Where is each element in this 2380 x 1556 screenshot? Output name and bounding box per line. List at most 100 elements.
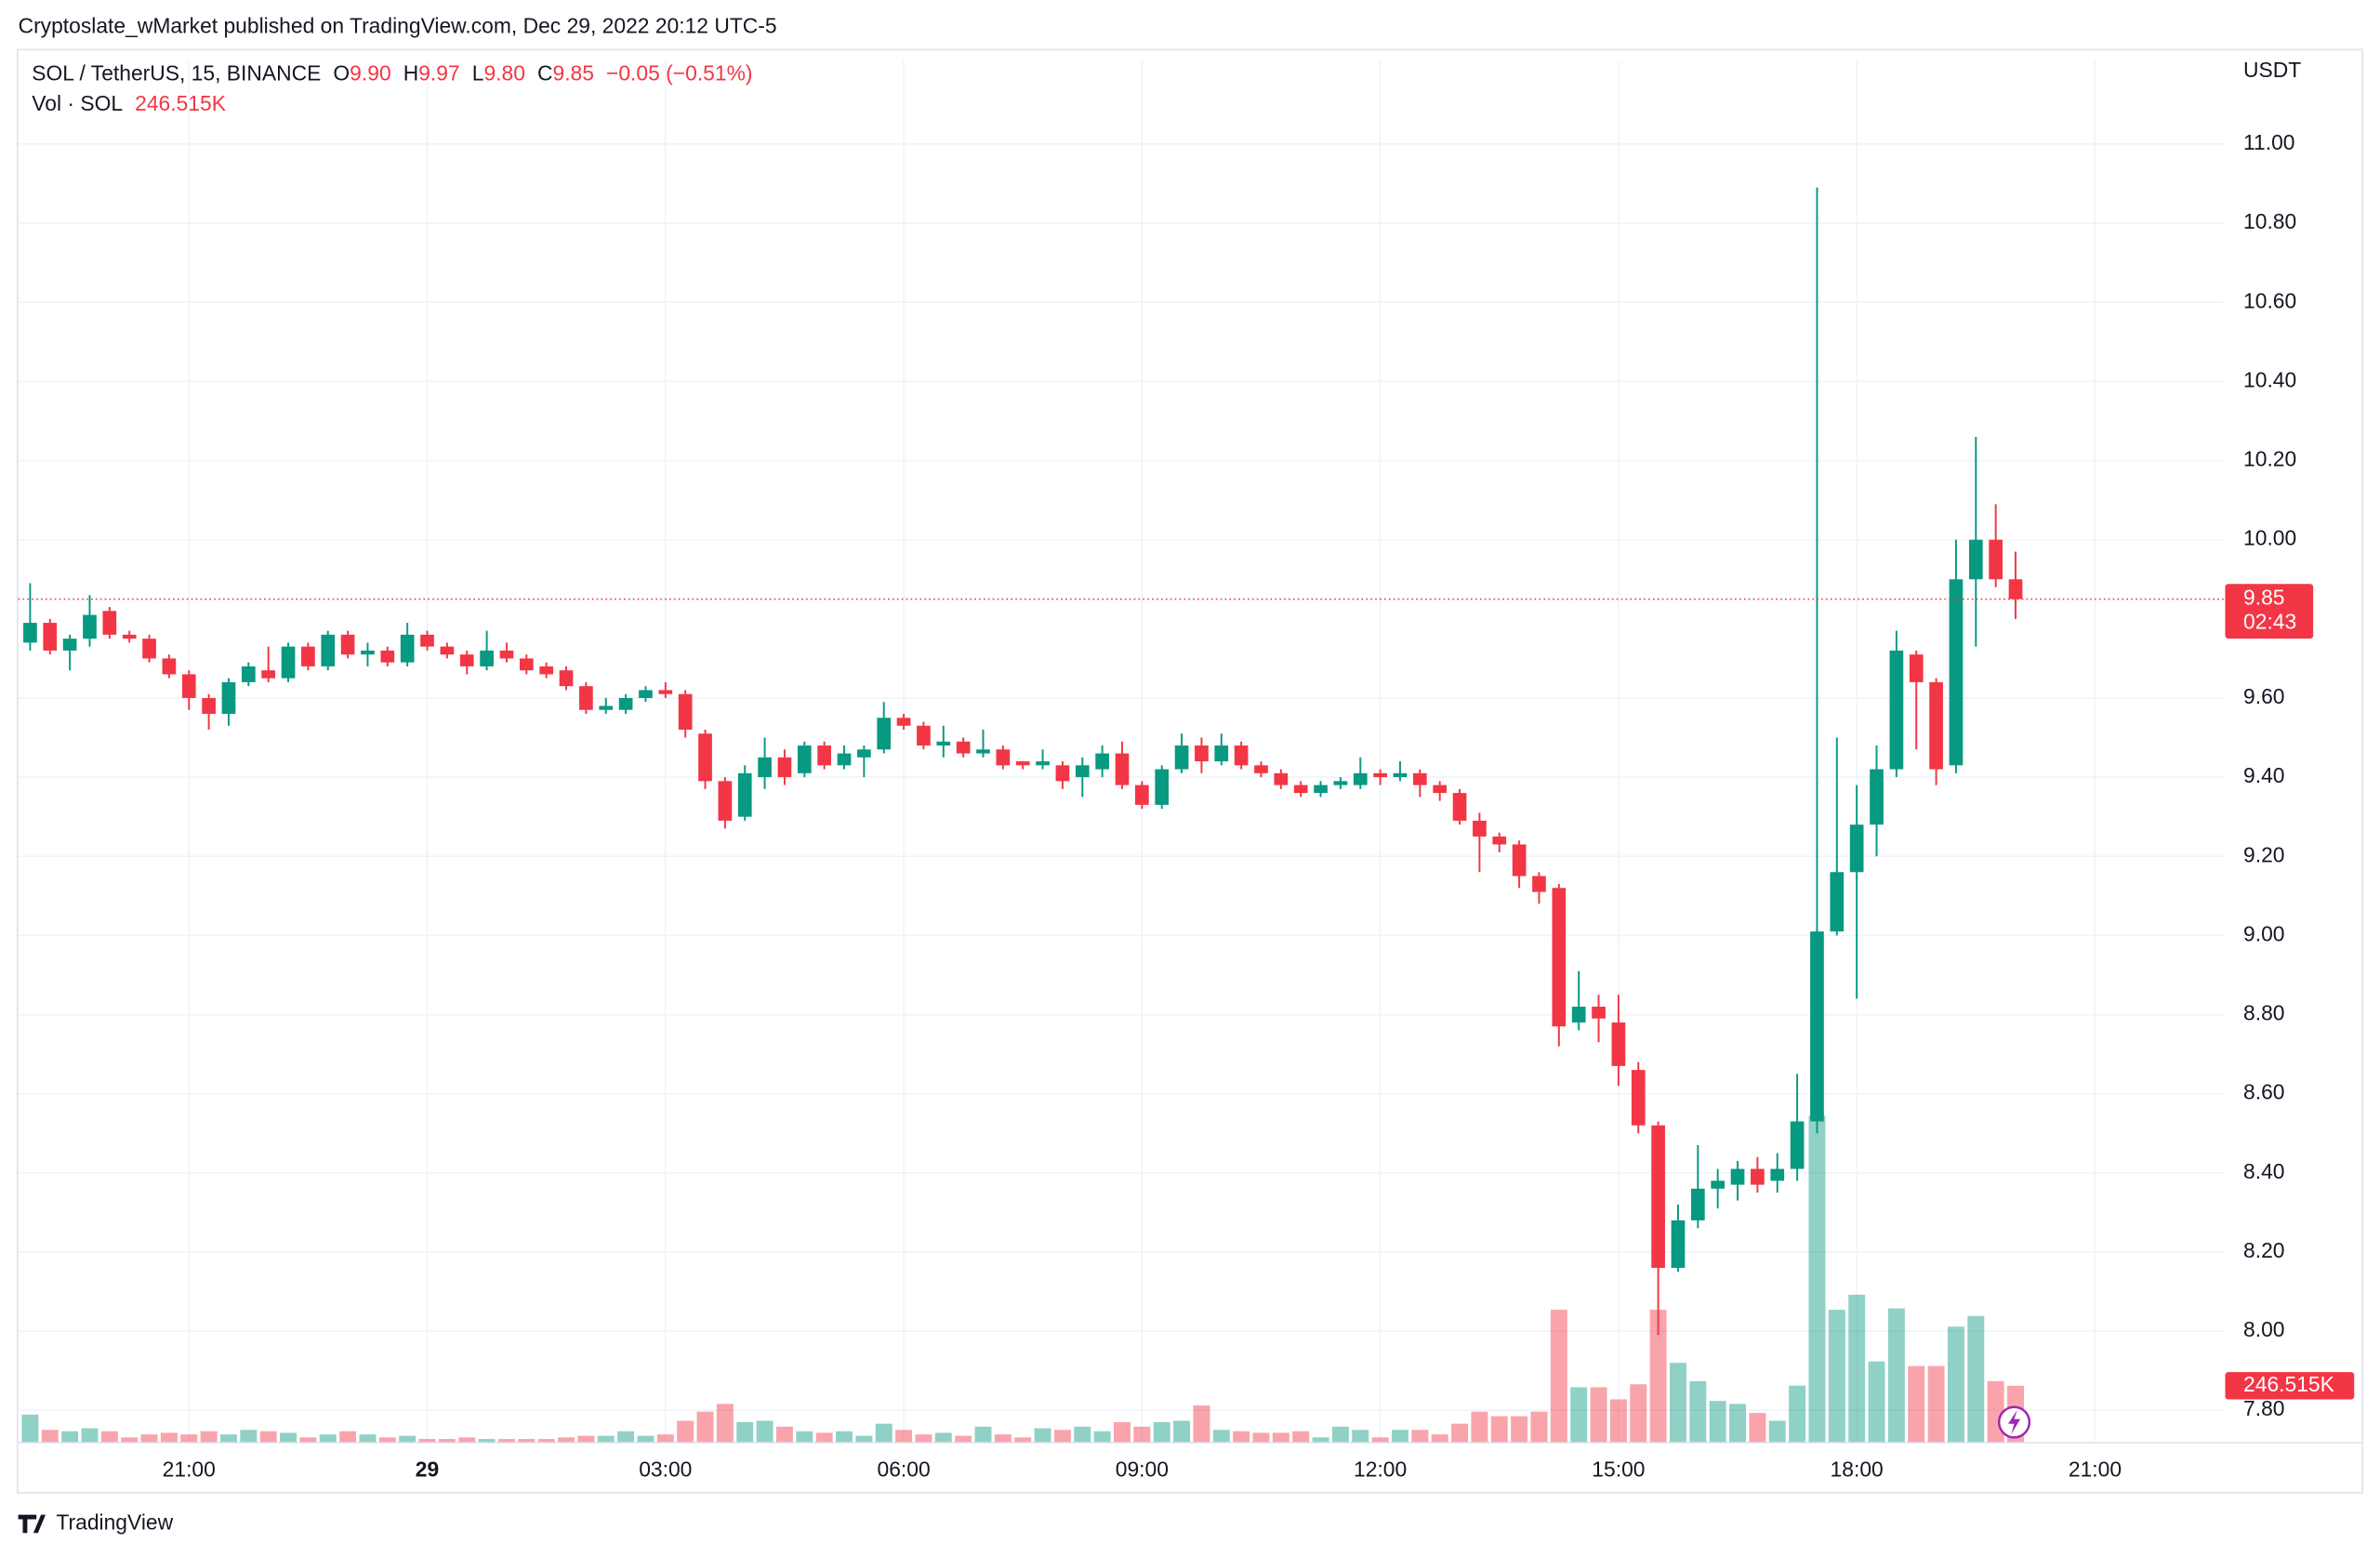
x-tick-label: 29 (416, 1457, 439, 1481)
y-tick-label: 8.40 (2243, 1159, 2284, 1183)
candle-body (519, 658, 534, 671)
candle-body (996, 749, 1011, 766)
brand-name: TradingView (56, 1510, 173, 1534)
volume-bar (41, 1430, 59, 1443)
x-tick-label: 21:00 (163, 1457, 216, 1481)
volume-bar (1034, 1428, 1051, 1443)
last-price-label: 9.85 (2243, 586, 2284, 610)
candle-body (281, 646, 296, 679)
candle-layer (23, 187, 2023, 1336)
candle-body (1373, 772, 1387, 778)
volume-bar (359, 1434, 377, 1443)
volume-bar (537, 1439, 555, 1443)
y-tick-label: 10.80 (2243, 209, 2296, 233)
volume-bar (518, 1439, 536, 1443)
volume-bar (1550, 1310, 1567, 1443)
volume-bar (1828, 1310, 1845, 1443)
candle-body (1730, 1168, 1745, 1185)
volume-bar (1511, 1416, 1528, 1443)
candle-body (737, 772, 752, 817)
candle-body (758, 757, 772, 778)
candle-body (1115, 753, 1130, 785)
candle-body (1611, 1022, 1626, 1066)
candle-body (1055, 765, 1070, 782)
volume-bar (240, 1430, 258, 1443)
candle-body (102, 611, 117, 635)
candle-body (1155, 769, 1170, 805)
volume-bar (1233, 1431, 1250, 1443)
volume-bar (815, 1432, 833, 1443)
volume-bar (1193, 1405, 1210, 1443)
x-tick-label: 18:00 (1831, 1457, 1884, 1481)
volume-bar (1053, 1430, 1071, 1443)
x-tick-label: 21:00 (2069, 1457, 2122, 1481)
volume-bar (378, 1437, 396, 1443)
volume-bar (1947, 1326, 1964, 1443)
x-tick-label: 15:00 (1592, 1457, 1645, 1481)
volume-bar (875, 1423, 892, 1443)
volume-bar (1649, 1310, 1667, 1443)
candle-body (1412, 772, 1427, 785)
volume-bar (934, 1432, 952, 1443)
candle-body (1849, 824, 1864, 873)
candle-body (698, 733, 712, 782)
candle-body (1036, 761, 1050, 766)
volume-bar (696, 1411, 714, 1443)
volume-bar (319, 1434, 337, 1443)
volume-bar (418, 1439, 436, 1443)
volume-bar (597, 1435, 615, 1443)
candle-body (817, 745, 831, 766)
candle-body (956, 741, 971, 754)
volume-bar (339, 1431, 357, 1443)
volume-bar (160, 1432, 178, 1443)
volume-bar (895, 1430, 913, 1443)
y-tick-label: 10.00 (2243, 526, 2296, 550)
candle-body (1214, 745, 1229, 762)
volume-bar (1530, 1411, 1548, 1443)
candle-body (1393, 772, 1408, 778)
y-tick-label: 9.20 (2243, 842, 2284, 866)
candle-body (221, 681, 236, 714)
volume-bar (677, 1420, 694, 1443)
candle-body (1512, 844, 1527, 877)
candle-body (1690, 1188, 1705, 1220)
candle-body (1790, 1121, 1805, 1169)
y-tick-label: 8.80 (2243, 1001, 2284, 1025)
candle-body (1433, 785, 1448, 794)
lightning-glyph (2008, 1410, 2021, 1435)
candle-body (678, 693, 693, 731)
candle-body (142, 639, 156, 659)
candle-body (440, 646, 455, 655)
candle-body (877, 718, 892, 750)
y-tick-label: 10.20 (2243, 447, 2296, 471)
volume-bar (1451, 1423, 1469, 1443)
volume-bar (1808, 1115, 1826, 1443)
candle-body (1889, 650, 1904, 770)
candle-body (658, 690, 673, 694)
volume-bar (219, 1434, 237, 1443)
candle-body (122, 634, 137, 640)
candle-body (261, 670, 276, 679)
candle-body (896, 718, 911, 726)
volume-bar (458, 1437, 476, 1443)
volume-bar (1392, 1430, 1408, 1443)
volume-bar (1609, 1399, 1627, 1443)
volume-bar (1768, 1420, 1786, 1443)
candle-body (1532, 876, 1546, 892)
candle-body (459, 654, 474, 666)
x-tick-label: 09:00 (1116, 1457, 1169, 1481)
candle-body (1770, 1168, 1785, 1181)
candle-body (241, 666, 256, 682)
volume-bar (637, 1435, 654, 1443)
volume-bar (775, 1426, 793, 1443)
y-tick-label: 11.00 (2243, 130, 2294, 154)
candle-body (400, 634, 415, 663)
candle-body (23, 623, 37, 643)
candle-body (1234, 745, 1249, 766)
ohlc-key: C (537, 60, 553, 85)
candle-body (559, 670, 574, 687)
candle-body (777, 757, 792, 778)
volume-bar (796, 1431, 813, 1443)
volume-bar (1114, 1421, 1130, 1443)
volume-bar (140, 1434, 158, 1443)
